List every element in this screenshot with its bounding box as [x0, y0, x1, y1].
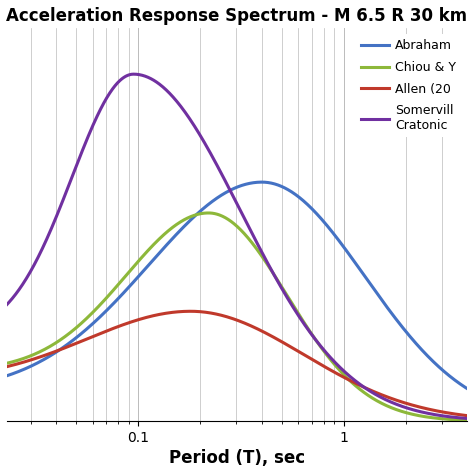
Abraham [205, 202, 210, 208]
Line: Allen (20: Allen (20 [0, 311, 474, 417]
Chiou & Y [41, 347, 46, 353]
Somervill
Cratonic [41, 243, 46, 248]
Abraham [259, 179, 265, 185]
Line: Abraham: Abraham [0, 182, 474, 395]
Legend: Abraham, Chiou & Y, Allen (20, Somervill
Cratonic: Abraham, Chiou & Y, Allen (20, Somervill… [356, 34, 461, 137]
Title: Acceleration Response Spectrum - M 6.5 R 30 km: Acceleration Response Spectrum - M 6.5 R… [7, 7, 467, 25]
Abraham [187, 218, 193, 223]
Line: Chiou & Y: Chiou & Y [0, 213, 474, 420]
Abraham [324, 223, 330, 228]
Allen (20 [41, 353, 46, 358]
Allen (20 [369, 388, 375, 394]
Chiou & Y [378, 400, 383, 406]
Chiou & Y [187, 214, 193, 220]
Chiou & Y [205, 210, 210, 216]
Somervill
Cratonic [205, 146, 211, 152]
Allen (20 [378, 392, 383, 397]
Chiou & Y [324, 352, 330, 358]
Abraham [369, 283, 375, 289]
Allen (20 [188, 309, 193, 314]
Somervill
Cratonic [188, 117, 193, 123]
Chiou & Y [206, 210, 211, 216]
Somervill
Cratonic [369, 390, 375, 395]
Allen (20 [205, 310, 211, 315]
Abraham [378, 296, 383, 301]
Line: Somervill
Cratonic: Somervill Cratonic [0, 74, 474, 419]
Chiou & Y [369, 395, 375, 401]
Somervill
Cratonic [131, 71, 137, 77]
Somervill
Cratonic [324, 351, 330, 356]
Somervill
Cratonic [378, 394, 383, 400]
Abraham [41, 357, 46, 363]
Allen (20 [324, 365, 330, 371]
X-axis label: Period (T), sec: Period (T), sec [169, 449, 305, 467]
Allen (20 [187, 309, 193, 314]
